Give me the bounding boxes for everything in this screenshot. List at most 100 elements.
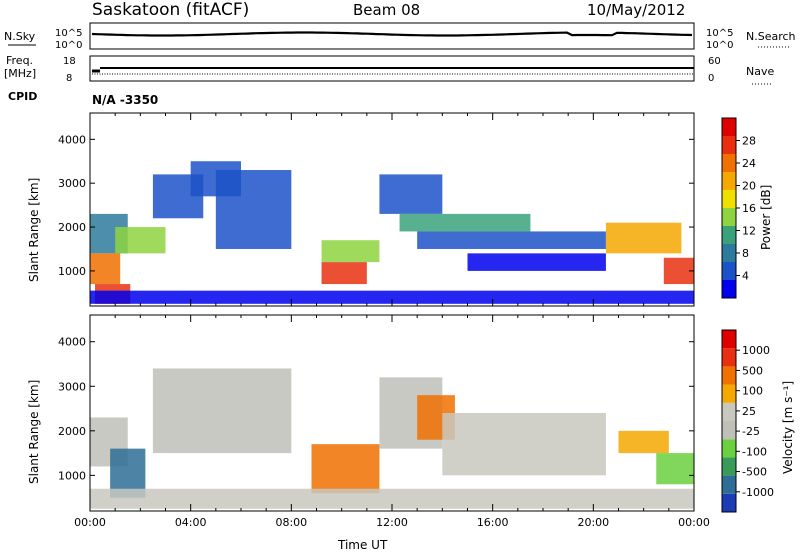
power-y-tick-label: 3000 — [58, 177, 86, 190]
velocity-colorbar-segment — [722, 493, 736, 512]
power-colorbar-segment — [722, 208, 736, 226]
nave-tick-top: 60 — [708, 56, 721, 67]
velocity-colorbar-tick-label: -100 — [742, 445, 767, 458]
power-colorbar-segment — [722, 154, 736, 172]
power-x-ticks — [89, 113, 695, 306]
power-colorbar-tick-label: 4 — [742, 270, 749, 283]
power-colorbar-segment — [722, 280, 736, 298]
velocity-x-tick-label: 16:00 — [477, 516, 509, 529]
power-colorbar-segment — [722, 136, 736, 154]
power-colorbar-segment — [722, 262, 736, 280]
velocity-x-tick-label: 20:00 — [577, 516, 609, 529]
velocity-colorbar-segment — [722, 421, 736, 440]
velocity-colorbar-label: Velocity [m s⁻¹] — [781, 381, 795, 474]
beam-title: Beam 08 — [353, 1, 420, 19]
velocity-y-label: Slant Range [km] — [27, 380, 41, 484]
velocity-y-axis: 4000 3000 2000 1000 — [58, 336, 694, 482]
frequency-unit: [MHz] — [4, 67, 36, 80]
velocity-colorbar-segment — [722, 402, 736, 421]
date-title: 10/May/2012 — [587, 1, 685, 19]
velocity-echo-band — [618, 430, 669, 454]
station-title: Saskatoon (fitACF) — [92, 0, 249, 20]
noise-left-label: N.Sky — [4, 30, 36, 43]
power-colorbar-label: Power [dB] — [759, 185, 773, 250]
power-colorbar-tick-label: 16 — [742, 202, 756, 215]
power-echo-band — [115, 227, 166, 254]
frequency-label: Freq. — [6, 54, 33, 67]
velocity-x-tick-label: 00:00 — [74, 516, 106, 529]
power-colorbar: Power [dB] 28 24 20 16 12 8 4 — [721, 117, 773, 299]
power-colorbar-segment — [722, 244, 736, 262]
velocity-colorbar-segment — [722, 475, 736, 494]
velocity-colorbar-tick-label: -25 — [742, 425, 760, 438]
power-colorbar-tick-label: 20 — [742, 180, 756, 193]
nave-tick-bottom: 0 — [708, 73, 714, 84]
power-y-tick-label: 2000 — [58, 221, 86, 234]
power-y-axis: 4000 3000 2000 1000 — [58, 133, 694, 278]
velocity-x-tick-label: 04:00 — [175, 516, 207, 529]
noise-right-tick-bottom: 10^0 — [706, 40, 733, 51]
velocity-echo-band — [311, 444, 380, 494]
velocity-colorbar-tick-label: 1000 — [742, 344, 770, 357]
velocity-colorbar-tick-label: 100 — [742, 385, 763, 398]
power-colorbar-segment — [722, 190, 736, 208]
power-echo-band — [90, 253, 121, 285]
velocity-echo-band — [90, 488, 694, 509]
velocity-colorbar-tick-label: 25 — [742, 405, 756, 418]
power-colorbar-tick-label: 28 — [742, 135, 756, 148]
noise-left-tick-bottom: 10^0 — [55, 40, 82, 51]
power-y-label: Slant Range [km] — [27, 178, 41, 282]
velocity-x-axis: 00:00 04:00 08:00 12:00 16:00 20:00 00:00 — [74, 315, 710, 529]
power-echo-band — [417, 231, 606, 249]
cpid-label: CPID — [8, 90, 37, 103]
velocity-colorbar-segment — [722, 439, 736, 458]
power-colorbar-segment — [722, 226, 736, 244]
frequency-tick-bottom: 8 — [66, 73, 72, 84]
power-y-tick-label: 4000 — [58, 133, 86, 146]
power-colorbar-tick-label: 24 — [742, 157, 756, 170]
noise-right-tick-top: 10^5 — [706, 28, 733, 39]
velocity-colorbar-tick-label: 500 — [742, 364, 763, 377]
power-echo-band — [321, 262, 367, 285]
noise-panel-frame — [89, 22, 695, 50]
power-echo-band — [90, 290, 694, 304]
power-y-tick-label: 1000 — [58, 265, 86, 278]
velocity-y-tick-label: 1000 — [58, 469, 86, 482]
velocity-y-tick-label: 4000 — [58, 336, 86, 349]
velocity-panel: 4000 3000 2000 1000 00:00 04:00 08:00 12:00 16:… — [27, 314, 710, 552]
cpid-value: N/A -3350 — [92, 93, 158, 107]
power-echo-band — [379, 174, 443, 214]
power-echo-band — [605, 222, 682, 254]
power-colorbar-tick-label: 8 — [742, 247, 749, 260]
power-echo-band — [321, 240, 380, 263]
noise-right-label: N.Search — [746, 30, 796, 43]
velocity-colorbar-segment — [722, 330, 736, 349]
velocity-data-layer — [90, 368, 694, 509]
velocity-colorbar-segment — [722, 348, 736, 367]
power-data-layer — [90, 161, 694, 304]
power-panel: 4000 3000 2000 1000 Slant Range [km] — [27, 112, 695, 307]
power-echo-band — [399, 213, 531, 232]
time-axis-label: Time UT — [337, 538, 388, 552]
velocity-colorbar-frame — [721, 329, 737, 513]
noise-left-tick-top: 10^5 — [55, 28, 82, 39]
velocity-x-tick-label: 12:00 — [376, 516, 408, 529]
velocity-x-tick-label: 08:00 — [275, 516, 307, 529]
velocity-colorbar-segment — [722, 384, 736, 403]
noise-sky-line — [91, 31, 693, 37]
velocity-y-tick-label: 2000 — [58, 425, 86, 438]
frequency-tick-top: 18 — [63, 56, 76, 67]
power-echo-band — [467, 253, 606, 271]
velocity-x-tick-label: 00:00 — [678, 516, 710, 529]
power-colorbar-segment — [722, 118, 736, 136]
velocity-colorbar-tick-label: -1000 — [742, 486, 774, 499]
velocity-y-tick-label: 3000 — [58, 380, 86, 393]
velocity-echo-band — [656, 453, 694, 485]
velocity-colorbar-tick-label: -500 — [742, 466, 767, 479]
power-echo-band — [663, 257, 694, 285]
velocity-echo-band — [152, 368, 292, 454]
velocity-colorbar-segment — [722, 366, 736, 385]
power-echo-band — [215, 170, 292, 249]
velocity-echo-band — [442, 413, 606, 476]
